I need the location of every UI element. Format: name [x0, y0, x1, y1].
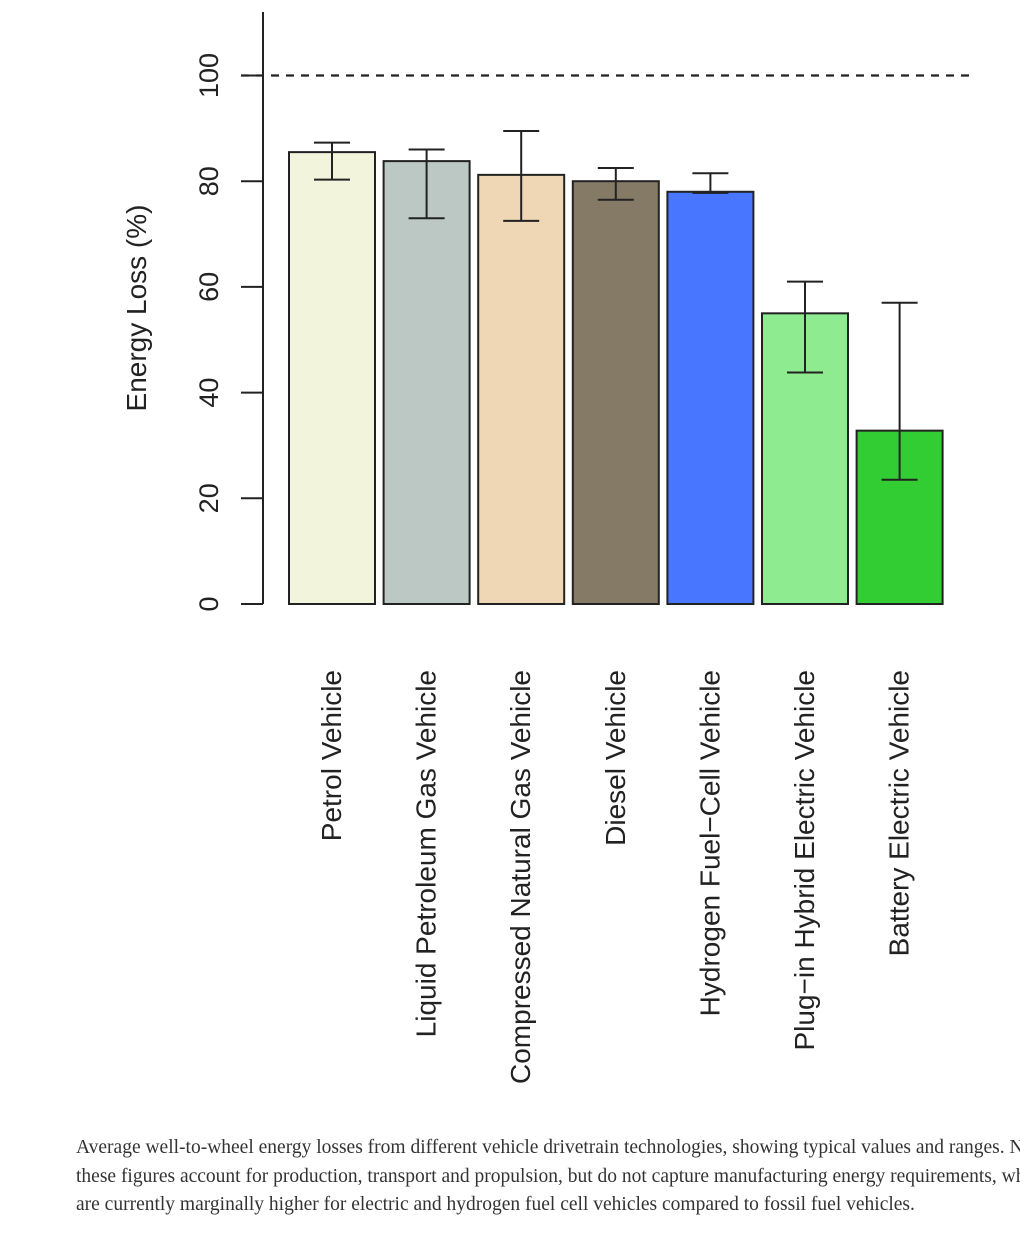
bar-chart: 0 20 40 60 80 100 Petrol Vehicle Liquid Petrol…: [121, 12, 970, 1084]
y-tick-label-80: 80: [194, 166, 224, 196]
bar-1: [288, 151, 376, 605]
bars: [288, 151, 944, 606]
y-axis-label: Energy Loss (%): [121, 205, 152, 412]
y-tick-label-0: 0: [194, 596, 224, 611]
y-tick-label-100: 100: [194, 53, 224, 98]
bar-2: [382, 160, 471, 605]
category-label-4: Diesel Vehicle: [600, 670, 631, 846]
category-label-7: Battery Electric Vehicle: [884, 670, 915, 956]
bar-4: [571, 180, 660, 605]
y-tick-label-60: 60: [194, 272, 224, 302]
bar-5: [666, 190, 755, 606]
chart-area: 0 20 40 60 80 100 Petrol Vehicle Liquid Petrol…: [121, 12, 970, 1084]
y-axis: 0 20 40 60 80 100: [194, 12, 264, 612]
category-label-1: Petrol Vehicle: [316, 670, 347, 841]
category-labels: Petrol Vehicle Liquid Petroleum Gas Vehic…: [316, 670, 915, 1084]
category-label-6: Plug−in Hybrid Electric Vehicle: [789, 670, 820, 1051]
y-tick-label-20: 20: [194, 483, 224, 513]
category-label-2: Liquid Petroleum Gas Vehicle: [411, 670, 442, 1037]
bar-3: [477, 173, 566, 605]
category-label-5: Hydrogen Fuel−Cell Vehicle: [694, 670, 725, 1016]
category-label-3: Compressed Natural Gas Vehicle: [505, 670, 536, 1084]
y-tick-label-40: 40: [194, 378, 224, 408]
error-bars: [314, 129, 918, 481]
figure-caption: Average well-to-wheel energy losses from…: [76, 1137, 1020, 1215]
